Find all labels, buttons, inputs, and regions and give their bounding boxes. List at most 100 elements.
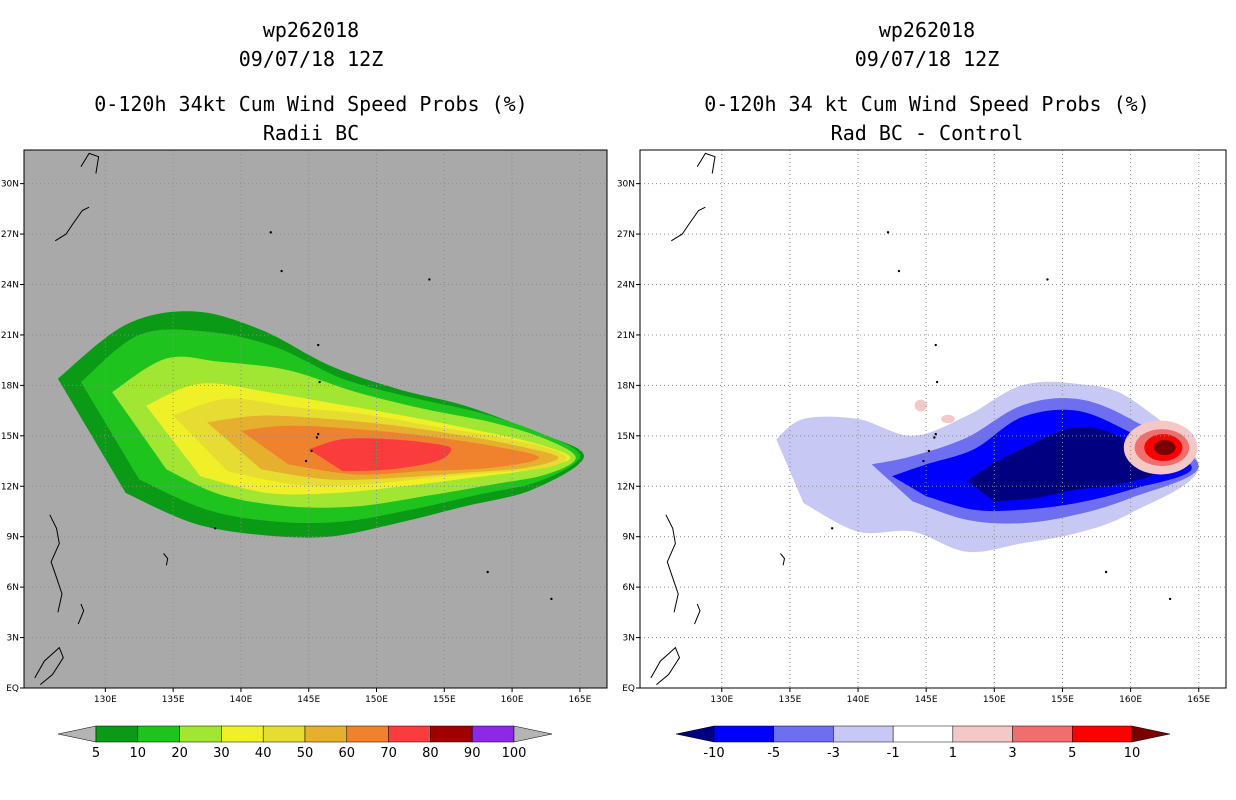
positive-anomaly-1-4 [914, 399, 927, 412]
y-tick-label-0-1: 3N [7, 634, 19, 644]
coastline-0-0 [49, 514, 63, 613]
left-title-variant: Radii BC [262, 121, 360, 145]
colorbar-swatch-1-6 [1072, 725, 1133, 743]
x-tick-label-1-6: 160E [1119, 695, 1142, 705]
island-dot-1-1 [933, 436, 936, 439]
colorbar-swatch-1-2 [833, 725, 894, 743]
left-title-product: 0-120h 34kt Cum Wind Speed Probs (%) [94, 92, 528, 116]
colorbar-swatch-0-1 [137, 725, 180, 743]
colorbar-swatch-1-3 [892, 725, 954, 743]
y-tick-label-1-4: 12N [617, 482, 635, 492]
x-tick-label-0-4: 150E [365, 695, 388, 705]
colorbar-low-arrow-1 [675, 725, 715, 743]
colorbar-label-1-6: 5 [1068, 746, 1076, 761]
x-tick-label-1-2: 140E [847, 695, 870, 705]
panel-1-inner [640, 150, 1226, 688]
y-tick-label-1-7: 21N [617, 331, 635, 341]
coastline-0-5 [163, 553, 169, 566]
x-tick-label-0-6: 160E [501, 695, 524, 705]
coastline-0-4 [80, 152, 100, 174]
island-dot-0-5 [280, 269, 283, 273]
x-tick-label-1-5: 155E [1051, 695, 1074, 705]
x-tick-label-1-7: 165E [1187, 695, 1210, 705]
y-tick-label-1-0: EQ [622, 684, 635, 694]
y-tick-label-1-10: 30N [617, 180, 635, 190]
y-tick-label-1-8: 24N [617, 281, 635, 291]
colorbar-swatch-0-6 [346, 725, 389, 743]
island-dot-0-11 [317, 343, 320, 347]
y-tick-label-0-4: 12N [1, 482, 19, 492]
colorbar-label-1-7: 10 [1124, 746, 1141, 761]
colorbar-1: -10 -5 -3 -1 1 3 5 10 [675, 725, 1171, 761]
y-tick-label-0-6: 18N [1, 381, 19, 391]
coastline-1-3 [671, 206, 706, 242]
colorbar-label-0-4: 40 [255, 746, 272, 761]
colorbar-label-0-6: 60 [339, 746, 356, 761]
y-tick-label-1-9: 27N [617, 230, 635, 240]
y-tick-label-0-7: 21N [1, 331, 19, 341]
island-dot-1-11 [934, 343, 937, 347]
right-title-storm-id: wp262018 [878, 18, 976, 42]
colorbar-swatch-1-0 [713, 725, 774, 743]
coastline-1-5 [780, 553, 786, 566]
colorbar-swatch-1-1 [773, 725, 834, 743]
colorbar-swatch-1-5 [1012, 725, 1073, 743]
x-tick-label-1-4: 150E [983, 695, 1006, 705]
x-tick-label-0-2: 140E [229, 695, 252, 705]
colorbar-swatch-0-9 [471, 725, 515, 743]
coastline-1-2 [694, 603, 701, 625]
colorbar-label-1-4: 1 [949, 746, 957, 761]
right-title-product: 0-120h 34 kt Cum Wind Speed Probs (%) [704, 92, 1150, 116]
y-tick-label-0-9: 27N [1, 230, 19, 240]
island-dot-1-4 [830, 527, 834, 530]
colorbar-label-0-0: 5 [92, 746, 100, 761]
coastline-1-4 [696, 152, 716, 174]
y-tick-label-1-5: 15N [617, 432, 635, 442]
coastline-1-0 [665, 514, 679, 613]
colorbar-label-0-7: 70 [380, 746, 397, 761]
x-tick-label-0-3: 145E [297, 695, 320, 705]
colorbar-label-0-10: 100 [502, 746, 527, 761]
y-tick-label-0-3: 9N [7, 533, 19, 543]
coastline-0-3 [54, 206, 90, 242]
panel-0-plot: 130E 135E 140E 145E 150E 155E 160E 165E EQ 3N 6N 9N… [1, 149, 608, 705]
panel-0-inner [24, 150, 607, 688]
colorbar-0: 5 10 20 30 40 50 60 70 80 90 100 [57, 725, 553, 761]
colorbar-label-0-2: 20 [171, 746, 188, 761]
colorbar-label-0-3: 30 [213, 746, 230, 761]
x-tick-label-0-7: 165E [568, 695, 591, 705]
left-title-storm-id: wp262018 [262, 18, 360, 42]
colorbar-label-1-1: -5 [767, 746, 780, 761]
right-title-variant: Rad BC - Control [830, 121, 1024, 145]
colorbar-high-arrow-0 [513, 725, 553, 743]
right-panel-title: wp262018 09/07/18 12Z 0-120h 34 kt Cum W… [632, 16, 1222, 148]
island-dot-0-4 [213, 527, 217, 530]
y-tick-label-1-3: 9N [623, 533, 635, 543]
island-dot-1-3 [927, 449, 931, 453]
y-tick-label-0-10: 30N [1, 180, 19, 190]
colorbar-high-arrow-1 [1131, 725, 1171, 743]
coastline-1-1 [650, 646, 681, 685]
contour-level-1-3 [967, 427, 1158, 502]
island-dot-0-3 [310, 449, 313, 453]
island-dot-0-9 [550, 597, 553, 601]
coastline-0-1 [34, 646, 64, 685]
x-tick-label-0-1: 135E [162, 695, 185, 705]
island-dot-1-9 [1168, 597, 1172, 601]
left-panel-title: wp262018 09/07/18 12Z 0-120h 34kt Cum Wi… [16, 16, 606, 148]
colorbar-label-1-5: 3 [1008, 746, 1016, 761]
island-dot-0-0 [317, 432, 320, 436]
colorbar-swatch-0-7 [388, 725, 431, 743]
island-dot-1-10 [935, 380, 939, 384]
colorbar-label-1-0: -10 [703, 746, 724, 761]
colorbar-swatch-0-8 [430, 725, 473, 743]
colorbar-label-0-1: 10 [130, 746, 147, 761]
y-tick-label-1-2: 6N [623, 583, 635, 593]
colorbar-swatch-1-4 [952, 725, 1013, 743]
island-dot-0-2 [304, 459, 308, 463]
island-dot-0-6 [269, 231, 272, 234]
colorbar-swatch-0-5 [304, 725, 348, 743]
contour-level-0-7 [308, 438, 452, 472]
panel-1-plot: 130E 135E 140E 145E 150E 155E 160E 165E EQ 3N 6N 9N… [617, 149, 1227, 705]
x-tick-label-1-1: 135E [778, 695, 801, 705]
